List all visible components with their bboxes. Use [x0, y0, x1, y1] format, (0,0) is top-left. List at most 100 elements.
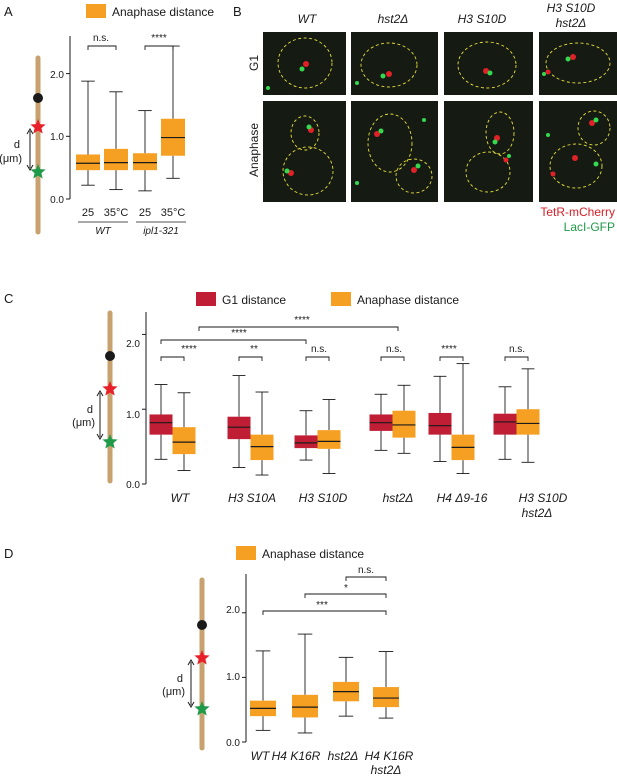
x-label-a-1: 35°C — [104, 207, 129, 219]
boxplot-a — [66, 36, 185, 200]
c-box-1-1 — [250, 391, 274, 476]
sig-c-between-0: **** — [231, 328, 247, 339]
group-label-a-wt: WT — [95, 226, 111, 237]
c-box-1-5 — [516, 368, 540, 463]
c-box-body — [493, 413, 517, 435]
cell-outlines — [277, 37, 611, 196]
centromere-dot-c — [105, 351, 115, 361]
x-label-c-0: WT — [171, 491, 191, 505]
y-tick-a-2: 2.0 — [50, 70, 64, 81]
boxplot-c — [142, 312, 540, 485]
x-label-d-3b: hst2Δ — [371, 763, 402, 776]
fluorescent-foci — [266, 54, 599, 185]
channel-label-gfp: LacI-GFP — [564, 220, 615, 234]
c-sig-bracket-4 — [439, 356, 464, 361]
sig-a-0: n.s. — [93, 33, 109, 44]
d-sig-bracket-1 — [304, 593, 387, 598]
x-label-c-4: H4 Δ9-16 — [437, 491, 488, 505]
row-label-g1: G1 — [247, 55, 261, 71]
d-sig-bracket-0 — [345, 576, 387, 581]
red-star-a-shape — [30, 119, 46, 134]
c-sig-bracket-6 — [160, 339, 307, 344]
c-box-0-0 — [149, 384, 173, 460]
sig-c-within-1: ** — [250, 344, 258, 355]
sig-a-1: **** — [151, 33, 167, 44]
d-box-0-0 — [250, 650, 276, 731]
a-box-body — [76, 154, 100, 171]
c-box-body — [250, 434, 274, 461]
c-box-0-4 — [428, 375, 452, 463]
c-box-1-4 — [451, 363, 475, 474]
sig-d-2: *** — [316, 600, 328, 611]
c-sig-bracket-3 — [380, 356, 405, 361]
x-label-c-5a: H3 S10D — [519, 491, 568, 505]
legend-a-swatch — [86, 4, 106, 18]
a-sig-bracket-1 — [144, 45, 174, 50]
sig-c-within-5: n.s. — [509, 344, 525, 355]
legend-a-label: Anaphase distance — [112, 5, 214, 19]
sig-c-between-1: **** — [294, 315, 310, 326]
c-box-1-3 — [392, 384, 416, 454]
centromere-dot-d — [197, 620, 207, 630]
col-title-wt: WT — [298, 12, 318, 26]
panel-letter-b: B — [233, 4, 242, 19]
sig-c-within-0: **** — [181, 344, 197, 355]
red-star-d-shape — [194, 650, 210, 665]
sig-d-1: * — [344, 583, 348, 594]
centromere-dot-a — [33, 93, 43, 103]
micrograph-hst2-g1 — [351, 32, 438, 95]
y-tick-c-0: 0.0 — [126, 480, 140, 491]
unit-label-c: (μm) — [72, 417, 95, 429]
red-star-d — [194, 650, 210, 665]
legend-c-g1-label: G1 distance — [222, 293, 286, 307]
red-star-c — [102, 381, 118, 396]
a-box-0-0 — [76, 80, 100, 186]
sig-d-0: n.s. — [358, 565, 374, 576]
c-sig-bracket-5 — [504, 356, 529, 361]
a-box-body — [104, 148, 128, 171]
col-title-h3s10d-hst2-line2: hst2Δ — [556, 16, 587, 30]
x-label-c-2: H3 S10D — [299, 491, 348, 505]
y-tick-d-0: 0.0 — [226, 738, 240, 749]
legend-c-ana-label: Anaphase distance — [357, 293, 459, 307]
c-box-body — [516, 409, 540, 435]
c-box-1-0 — [172, 392, 196, 471]
c-box-body — [149, 414, 173, 435]
sig-c-within-2: n.s. — [311, 344, 327, 355]
legend-c-ana-swatch — [331, 292, 351, 306]
legend-c-g1-swatch — [196, 292, 216, 306]
panel-letter-c: C — [4, 291, 13, 306]
y-tick-a-0: 0.0 — [50, 195, 64, 206]
red-star-a — [30, 119, 46, 134]
col-title-hst2: hst2Δ — [378, 12, 409, 26]
green-star-a — [30, 164, 46, 179]
micrograph-h3s10d-anaphase — [444, 101, 533, 202]
unit-label-d: (μm) — [162, 686, 185, 698]
x-label-d-0: WT — [251, 749, 271, 763]
c-sig-bracket-1 — [238, 356, 263, 361]
legend-d-label: Anaphase distance — [262, 547, 364, 561]
a-box-0-1 — [104, 91, 128, 191]
green-star-a-shape — [30, 164, 46, 179]
c-box-1-2 — [317, 399, 341, 474]
col-title-h3s10d-hst2-line1: H3 S10D — [547, 1, 596, 15]
d-sig-bracket-2 — [262, 610, 387, 615]
x-label-d-3a: H4 K16R — [365, 749, 414, 763]
c-box-0-1 — [227, 375, 251, 468]
x-label-c-3: hst2Δ — [383, 491, 414, 505]
x-label-c-5b: hst2Δ — [522, 506, 553, 520]
c-box-body — [392, 410, 416, 438]
green-star-c-shape — [102, 434, 118, 449]
c-box-body — [294, 435, 318, 449]
c-box-body — [172, 427, 196, 455]
d-box-0-3 — [373, 651, 399, 719]
legend-d-swatch — [236, 546, 256, 560]
x-label-c-1: H3 S10A — [228, 491, 276, 505]
c-sig-bracket-2 — [305, 356, 330, 361]
x-label-a-2: 25 — [139, 207, 151, 219]
d-label-c: d — [87, 404, 93, 416]
green-star-d-shape — [194, 701, 210, 716]
micrograph-h3s10d-hst2-g1 — [539, 32, 617, 95]
green-star-d — [194, 701, 210, 716]
